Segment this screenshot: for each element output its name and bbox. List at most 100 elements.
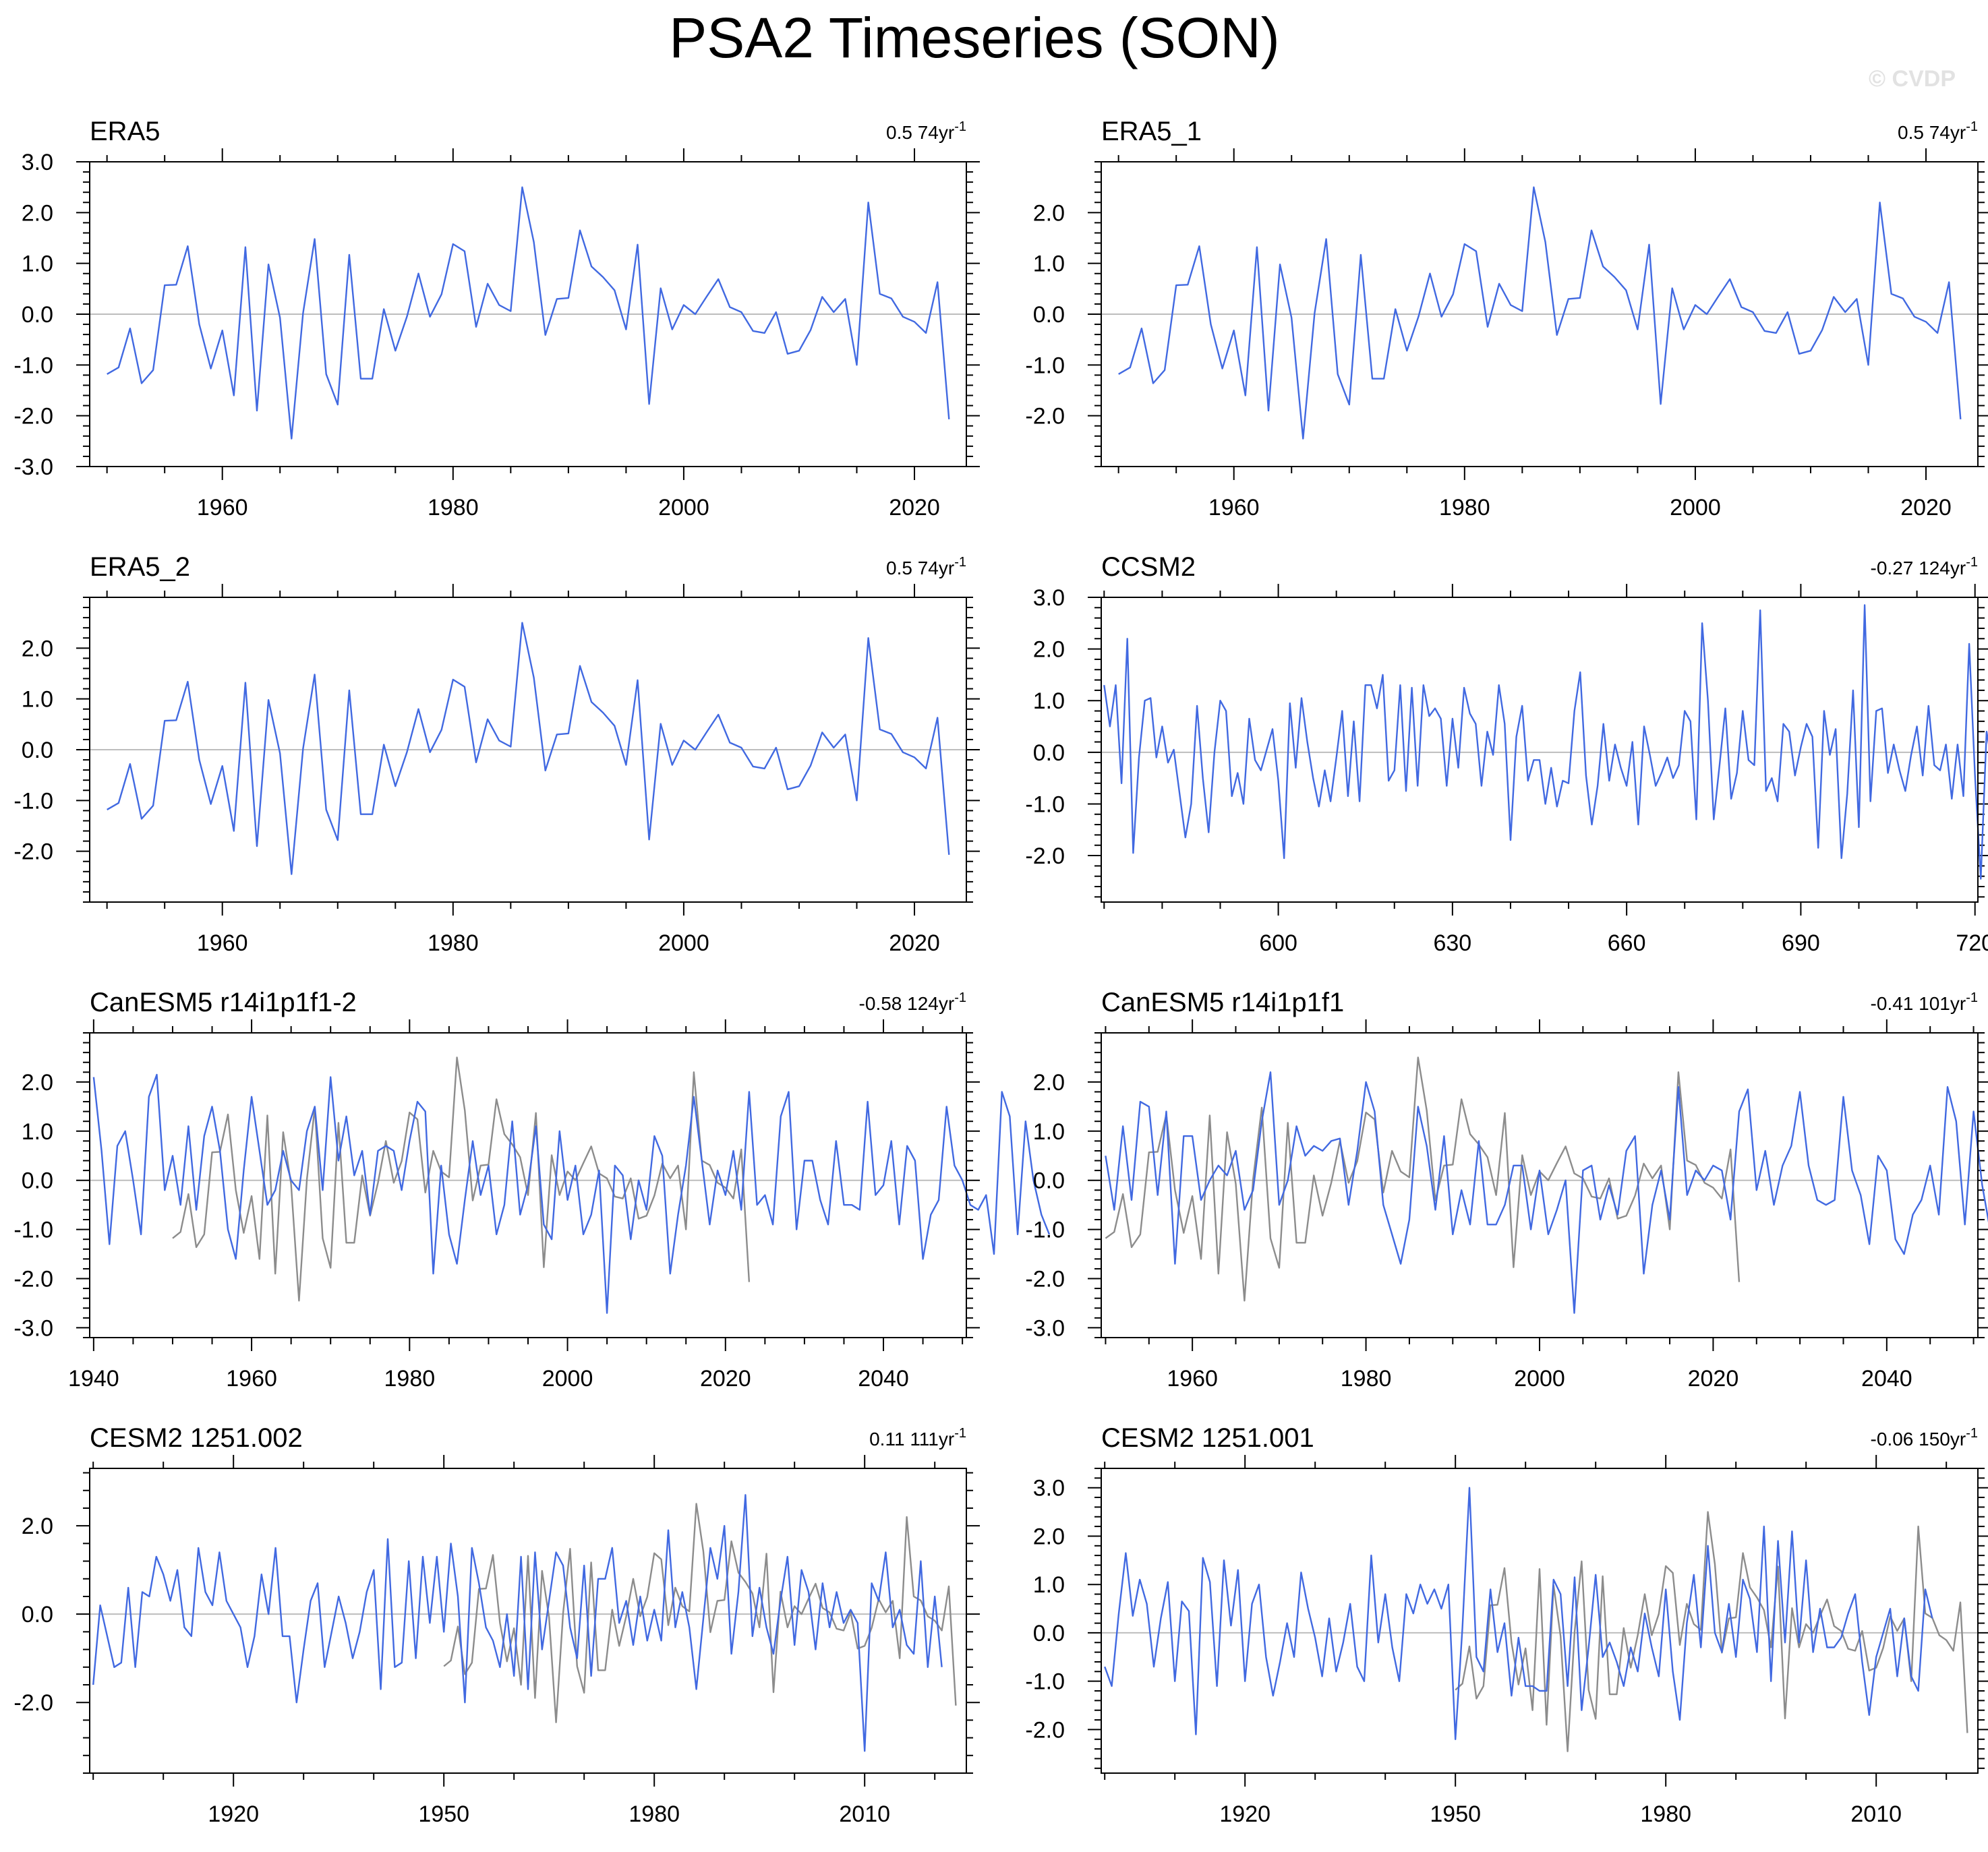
plot-frame [1101, 1468, 1979, 1774]
y-tick-label: -1.0 [1025, 1669, 1065, 1695]
x-tick-label: 1960 [1208, 495, 1260, 520]
trend-label: -0.58 124yr-1 [859, 990, 966, 1014]
y-tick-label: -1.0 [13, 788, 53, 814]
x-tick-label: 2020 [1900, 495, 1952, 520]
x-tick-label: 2020 [1688, 1366, 1739, 1392]
trend-space [1913, 558, 1919, 578]
y-tick-label: 3.0 [1033, 1476, 1065, 1501]
plot-frame [1101, 597, 1979, 903]
trend-exponent: -1 [1966, 1426, 1978, 1441]
y-tick-label: 0.0 [22, 302, 53, 328]
y-tick-label: 0.0 [22, 738, 53, 763]
plot-frame [89, 1032, 967, 1338]
trend-space [902, 993, 907, 1014]
trend-exponent: -1 [954, 1426, 966, 1441]
y-tick-label: -2.0 [1025, 1267, 1065, 1292]
y-tick-label: 0.0 [1033, 302, 1065, 328]
model-series-line [92, 1494, 943, 1752]
y-tick-label: 2.0 [1033, 1070, 1065, 1096]
x-tick-label: 1960 [197, 495, 248, 520]
trend-label: -0.06 150yr-1 [1871, 1426, 1978, 1450]
y-tick-label: 0.0 [1033, 1621, 1065, 1646]
y-tick-label: 1.0 [22, 1119, 53, 1145]
trend-period: 124 [907, 993, 939, 1014]
x-tick-label: 1920 [208, 1801, 259, 1827]
observation-series-line [443, 1503, 957, 1723]
trend-label: -0.41 101yr-1 [1871, 990, 1978, 1014]
plot-frame [1101, 1032, 1979, 1338]
trend-unit: yr [1950, 122, 1966, 143]
trend-unit: yr [939, 1429, 954, 1450]
y-tick-label: 0.0 [1033, 740, 1065, 766]
trend-value: 0.5 [886, 558, 912, 578]
y-tick-label: 2.0 [1033, 1524, 1065, 1549]
trend-value: -0.27 [1871, 558, 1914, 578]
trend-label: 0.5 74yr-1 [886, 555, 966, 578]
y-tick-label: -1.0 [1025, 353, 1065, 378]
trend-period: 74 [918, 122, 939, 143]
trend-period: 74 [918, 558, 939, 578]
x-tick-label: 1980 [1640, 1801, 1691, 1827]
trend-period: 111 [910, 1429, 939, 1450]
y-tick-label: 2.0 [22, 1514, 53, 1539]
x-tick-label: 2000 [1514, 1366, 1565, 1392]
model-series-line [107, 186, 950, 440]
panel-title: ERA5_1 [1101, 117, 1202, 146]
x-tick-label: 630 [1433, 930, 1471, 956]
y-tick-label: 2.0 [22, 636, 53, 661]
trend-value: 0.5 [886, 122, 912, 143]
y-tick-label: -2.0 [1025, 843, 1065, 869]
model-series-line [1118, 186, 1962, 440]
trend-exponent: -1 [954, 990, 966, 1005]
y-tick-label: 0.0 [22, 1168, 53, 1194]
x-tick-label: 2020 [889, 495, 940, 520]
chart-panel-2: ERA5_1 0.5 74yr-1 1960 1980 2000 2020 -2.0 -1.0… [1025, 117, 1988, 520]
trend-label: -0.27 124yr-1 [1871, 555, 1978, 578]
x-tick-label: 1920 [1219, 1801, 1270, 1827]
x-tick-label: 2000 [1670, 495, 1721, 520]
x-tick-label: 1980 [628, 1801, 680, 1827]
trend-period: 150 [1919, 1429, 1950, 1450]
x-tick-label: 1980 [428, 930, 479, 956]
x-tick-label: 1960 [197, 930, 248, 956]
trend-label: 0.5 74yr-1 [886, 119, 966, 143]
y-tick-label: -3.0 [1025, 1315, 1065, 1341]
trend-space [912, 122, 918, 143]
chart-panel-3: ERA5_2 0.5 74yr-1 1960 1980 2000 2020 -2.0 -1.0… [13, 552, 980, 956]
chart-panel-4: CCSM2 -0.27 124yr-1 600 630 660 690 720 -2.0 -1.… [1025, 552, 1988, 956]
trend-space [912, 558, 918, 578]
trend-unit: yr [1950, 558, 1966, 578]
x-tick-label: 2040 [858, 1366, 909, 1392]
plot-frame [89, 597, 967, 903]
model-series-line [1105, 1071, 1988, 1314]
x-tick-label: 1950 [1430, 1801, 1481, 1827]
x-tick-label: 1980 [428, 495, 479, 520]
panel-title: ERA5 [90, 117, 160, 146]
trend-value: -0.41 [1871, 993, 1914, 1014]
trend-unit: yr [939, 558, 954, 578]
trend-exponent: -1 [954, 555, 966, 570]
y-tick-label: -1.0 [13, 1218, 53, 1243]
trend-space [1924, 122, 1929, 143]
trend-value: 0.5 [1898, 122, 1924, 143]
x-tick-label: 2010 [839, 1801, 890, 1827]
y-tick-label: 1.0 [1033, 1572, 1065, 1598]
watermark: © CVDP [1869, 66, 1956, 92]
panel-title: CanESM5 r14i1p1f1 [1101, 988, 1344, 1017]
y-tick-label: -2.0 [13, 1267, 53, 1292]
y-tick-label: 2.0 [22, 200, 53, 226]
chart-panel-8: CESM2 1251.001 -0.06 150yr-1 1920 1950 1980 2… [1025, 1423, 1988, 1827]
x-tick-label: 2020 [700, 1366, 751, 1392]
x-tick-label: 2000 [658, 930, 709, 956]
panel-title: CESM2 1251.002 [90, 1423, 303, 1453]
y-tick-label: -2.0 [13, 839, 53, 865]
trend-unit: yr [939, 993, 954, 1014]
panel-title: CCSM2 [1101, 552, 1196, 582]
y-tick-label: -2.0 [1025, 404, 1065, 429]
y-tick-label: 2.0 [1033, 637, 1065, 663]
x-tick-label: 2040 [1861, 1366, 1912, 1392]
trend-value: -0.06 [1871, 1429, 1914, 1450]
y-tick-label: -2.0 [13, 404, 53, 429]
trend-exponent: -1 [1966, 119, 1978, 134]
